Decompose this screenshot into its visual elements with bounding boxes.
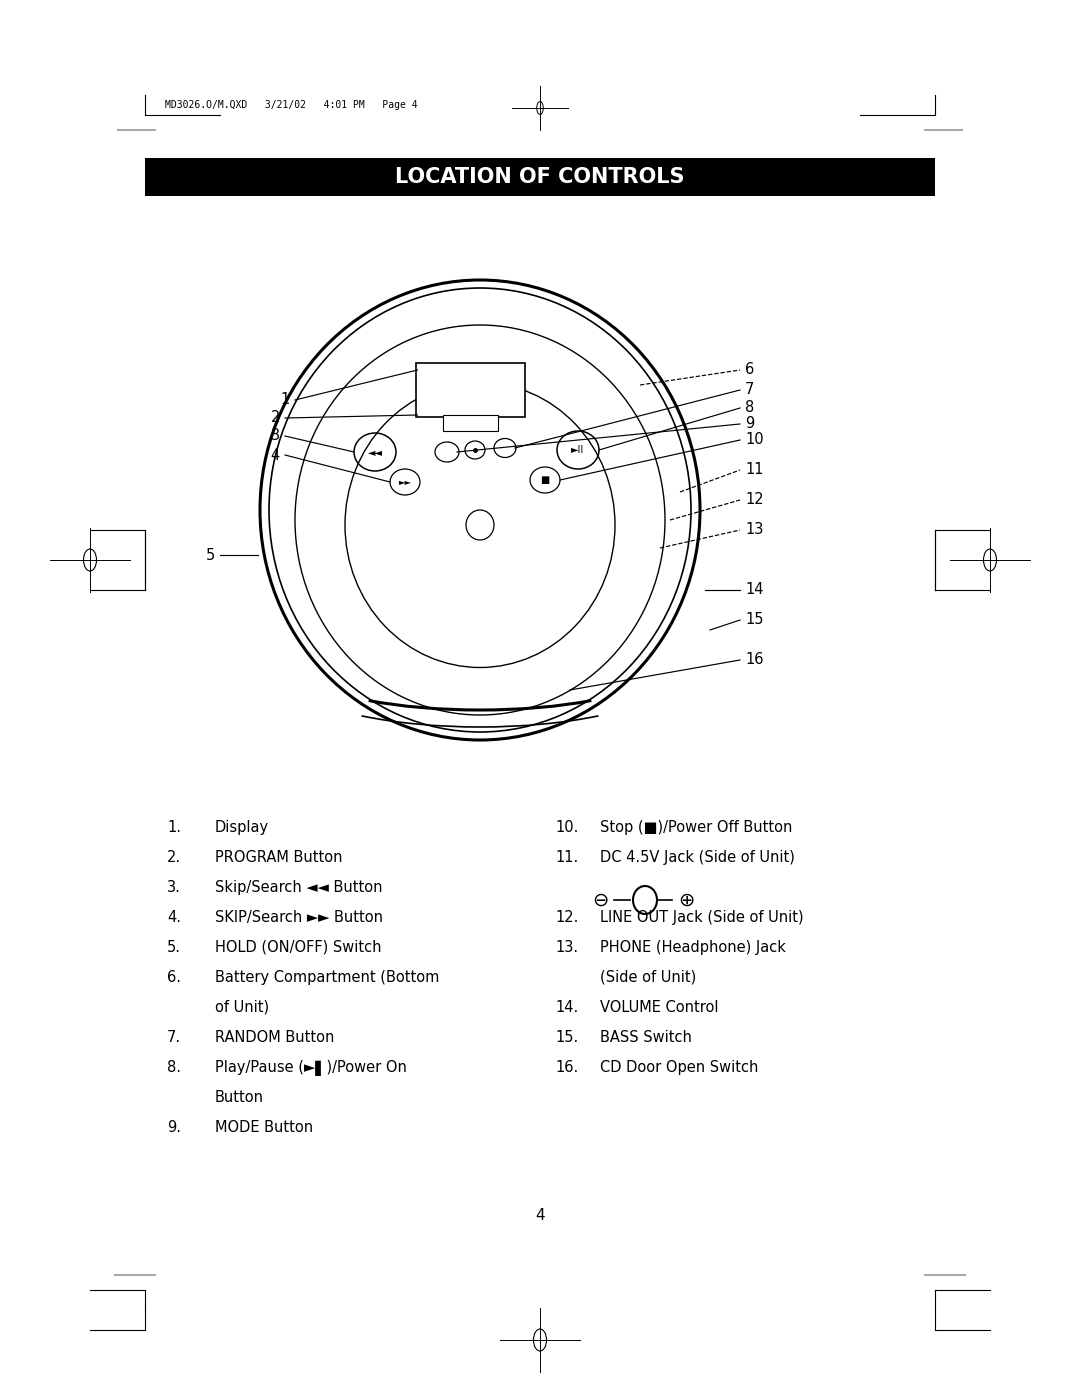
Text: Play/Pause (►▌)/Power On: Play/Pause (►▌)/Power On <box>215 1060 407 1076</box>
Text: 12: 12 <box>745 493 764 507</box>
Text: 10.: 10. <box>555 820 579 835</box>
FancyBboxPatch shape <box>443 415 498 432</box>
Text: Battery Compartment (Bottom: Battery Compartment (Bottom <box>215 970 440 985</box>
Text: 9: 9 <box>745 416 754 432</box>
FancyBboxPatch shape <box>416 363 525 416</box>
Text: 11.: 11. <box>555 849 578 865</box>
Text: 14.: 14. <box>555 1000 578 1016</box>
Text: LINE OUT Jack (Side of Unit): LINE OUT Jack (Side of Unit) <box>600 909 804 925</box>
Text: 9.: 9. <box>167 1120 181 1134</box>
Text: ►II: ►II <box>571 446 584 455</box>
Text: 1: 1 <box>281 393 291 408</box>
Text: Button: Button <box>215 1090 264 1105</box>
Text: 10: 10 <box>745 433 764 447</box>
Text: 16: 16 <box>745 652 764 668</box>
Text: 8: 8 <box>745 401 754 415</box>
Text: Display: Display <box>215 820 269 835</box>
Text: 5.: 5. <box>167 940 181 956</box>
Text: 6: 6 <box>745 362 754 377</box>
Text: 16.: 16. <box>555 1060 578 1076</box>
Text: MD3026.O/M.QXD   3/21/02   4:01 PM   Page 4: MD3026.O/M.QXD 3/21/02 4:01 PM Page 4 <box>165 101 418 110</box>
Text: 15.: 15. <box>555 1030 578 1045</box>
Text: VOLUME Control: VOLUME Control <box>600 1000 718 1016</box>
Text: 8.: 8. <box>167 1060 181 1076</box>
Text: ►►: ►► <box>399 478 411 486</box>
Text: ⊕: ⊕ <box>678 890 694 909</box>
Text: ■: ■ <box>540 475 550 485</box>
Text: PROGRAM Button: PROGRAM Button <box>215 849 342 865</box>
Text: (Side of Unit): (Side of Unit) <box>600 970 697 985</box>
Text: 11: 11 <box>745 462 764 478</box>
Text: 15: 15 <box>745 612 764 627</box>
Text: 4: 4 <box>271 447 280 462</box>
Text: 7: 7 <box>745 383 754 398</box>
Text: 2: 2 <box>271 411 280 426</box>
Text: 14: 14 <box>745 583 764 598</box>
Text: LOCATION OF CONTROLS: LOCATION OF CONTROLS <box>395 168 685 187</box>
Text: Skip/Search ◄◄ Button: Skip/Search ◄◄ Button <box>215 880 382 895</box>
Text: of Unit): of Unit) <box>215 1000 269 1016</box>
Text: ◄◄: ◄◄ <box>367 447 382 457</box>
Text: CD Door Open Switch: CD Door Open Switch <box>600 1060 758 1076</box>
Text: RANDOM Button: RANDOM Button <box>215 1030 335 1045</box>
Text: DC 4.5V Jack (Side of Unit): DC 4.5V Jack (Side of Unit) <box>600 849 795 865</box>
Text: MODE Button: MODE Button <box>215 1120 313 1134</box>
Text: Stop (■)/Power Off Button: Stop (■)/Power Off Button <box>600 820 793 835</box>
Text: 7.: 7. <box>167 1030 181 1045</box>
Text: 3: 3 <box>271 429 280 443</box>
Text: PHONE (Headphone) Jack: PHONE (Headphone) Jack <box>600 940 786 956</box>
Text: 13.: 13. <box>555 940 578 956</box>
Text: HOLD (ON/OFF) Switch: HOLD (ON/OFF) Switch <box>215 940 381 956</box>
Text: BASS Switch: BASS Switch <box>600 1030 692 1045</box>
Text: 13: 13 <box>745 522 764 538</box>
FancyBboxPatch shape <box>145 158 935 196</box>
Text: 4: 4 <box>536 1207 544 1222</box>
Text: 6.: 6. <box>167 970 181 985</box>
Text: 5: 5 <box>206 548 215 563</box>
Text: ⊖: ⊖ <box>592 890 608 909</box>
Text: 12.: 12. <box>555 909 579 925</box>
Text: SKIP/Search ►► Button: SKIP/Search ►► Button <box>215 909 383 925</box>
Text: 1.: 1. <box>167 820 181 835</box>
Text: 3.: 3. <box>167 880 180 895</box>
Text: 4.: 4. <box>167 909 181 925</box>
Text: 2.: 2. <box>167 849 181 865</box>
